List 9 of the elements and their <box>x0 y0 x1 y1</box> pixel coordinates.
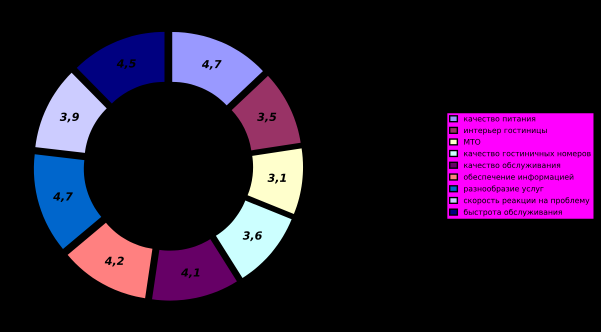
data-label: 4,1 <box>181 268 200 278</box>
data-label: 4,5 <box>116 59 136 70</box>
data-label: 4,7 <box>53 192 73 202</box>
data-label: 3,6 <box>242 231 262 242</box>
data-label: 4,2 <box>104 256 124 266</box>
data-label: 4,7 <box>202 60 222 70</box>
data-label: 3,1 <box>268 174 286 184</box>
data-label: 3,5 <box>257 112 276 122</box>
data-label: 3,9 <box>60 112 79 122</box>
